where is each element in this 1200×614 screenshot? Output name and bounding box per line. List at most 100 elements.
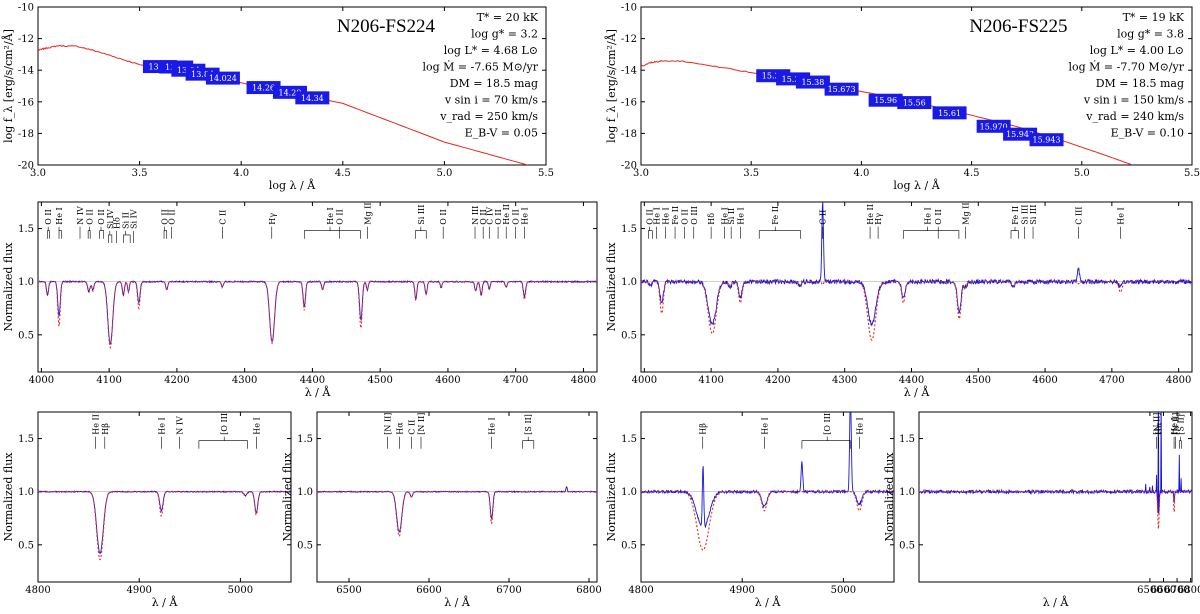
plot-area: [N II] (neb)Hα He I[N II] (neb)[S II] (ne… [919, 390, 1192, 529]
x-tick-label: 4500 [966, 375, 991, 386]
model-spectrum [641, 281, 1192, 341]
line-id-label: Si IV [106, 209, 115, 229]
stellar-parameter: log g* = 3.2 [471, 28, 538, 41]
photometry-label: 14.34 [301, 94, 324, 103]
x-axis-label: log λ / Å [893, 178, 940, 192]
y-axis-label: log f_λ [erg/s/cm²/Å] [1, 29, 15, 143]
stellar-parameter: DM = 18.5 mag [1096, 77, 1184, 90]
x-tick-label: 4.5 [964, 168, 980, 179]
photometry-box [295, 91, 330, 105]
photometry-label: 15.32 [762, 72, 785, 81]
line-id-label: He I [487, 417, 496, 434]
x-axis-label: λ / Å [1043, 595, 1070, 609]
y-tick-label: 1.5 [621, 434, 637, 445]
stellar-parameter: log g* = 3.8 [1117, 28, 1184, 41]
photometry-box [976, 119, 1011, 133]
line-id-label: N IV [176, 416, 185, 435]
photometry-label: 15.56 [903, 99, 926, 108]
y-tick-label: -10 [621, 3, 637, 14]
line-id-label: Hβ [699, 423, 708, 435]
line-id-bracket [163, 230, 168, 239]
x-tick-label: 4900 [126, 585, 151, 596]
x-tick-label: 4800 [1166, 375, 1191, 386]
line-id-label: O II [512, 209, 521, 224]
photometry-label: 14.26 [252, 84, 275, 93]
line-id-bracket [1010, 230, 1019, 239]
photometry-box [1003, 127, 1038, 141]
y-axis-label: Normalized flux [605, 452, 618, 542]
y-tick-label: 0.5 [18, 540, 34, 551]
y-tick-label: 1.0 [899, 487, 915, 498]
observed-spectrum [641, 202, 1192, 327]
stellar-parameter: T* = 20 kK [477, 11, 539, 24]
photometry-label: 15.38 [801, 78, 824, 87]
line-id-label: C IV [485, 207, 494, 225]
x-tick-label: 4400 [300, 375, 325, 386]
x-tick-label: 4400 [899, 375, 924, 386]
line-id-bracket [801, 440, 851, 449]
line-id-bracket [758, 230, 801, 239]
plot-frame [37, 6, 547, 166]
y-tick-label: -12 [621, 34, 637, 45]
line-id-label: O II [97, 209, 106, 224]
stellar-parameter: DM = 18.5 mag [450, 77, 538, 90]
panel-sed-right: 3.0 3.5 4.0 4.5 5.0 5.5 -20 -18 -16 -14 -12 -10 log … [604, 3, 1200, 193]
photometry-box [897, 96, 932, 110]
line-id-label: Si III [1020, 205, 1029, 225]
y-tick-label: 1.0 [18, 277, 34, 288]
photometry-box [932, 106, 967, 120]
x-tick-label: 6700 [1164, 585, 1189, 596]
x-axis-label: λ / Å [152, 595, 179, 609]
photometry-label: 15.38 [782, 75, 805, 84]
x-axis-label: log λ / Å [269, 178, 316, 192]
x-tick-label: 6800 [576, 585, 601, 596]
line-id-label: O II [439, 209, 448, 224]
star-name-title: N206-FS224 [337, 16, 436, 37]
x-tick-label: 4600 [435, 375, 460, 386]
stellar-parameter: v_rad = 250 km/s [439, 110, 538, 123]
model-spectrum [38, 281, 597, 350]
line-id-label: He I [652, 207, 661, 224]
observed-spectrum [38, 279, 597, 345]
x-tick-label: 4300 [832, 375, 857, 386]
line-id-bracket [58, 230, 63, 239]
x-tick-label: 4700 [1099, 375, 1124, 386]
y-tick-label: 0.5 [899, 540, 915, 551]
plot-frame [640, 201, 1193, 373]
y-tick-label: 1.5 [899, 434, 915, 445]
x-tick-label: 4100 [96, 375, 121, 386]
line-id-label: C II [819, 210, 828, 225]
line-id-label: [S II] (neb) [1176, 390, 1185, 434]
line-id-bracket [47, 230, 50, 239]
y-tick-label: 1.0 [18, 487, 34, 498]
photometry-label: 14.29 [279, 88, 302, 97]
model-spectrum [919, 491, 1192, 529]
observed-spectrum [317, 485, 597, 533]
plot-frame [918, 411, 1193, 583]
stellar-parameter: E_B-V = 0.05 [465, 127, 538, 140]
x-tick-label: 6600 [1151, 585, 1176, 596]
photometry-box [205, 71, 240, 85]
y-axis-label: Normalized flux [281, 452, 294, 542]
x-tick-label: 5.5 [1184, 168, 1200, 179]
y-axis-label: Normalized flux [2, 452, 15, 542]
y-axis-label: log f_λ [erg/s/cm²/Å] [604, 29, 618, 143]
y-tick-label: -14 [18, 66, 34, 77]
y-tick-label: -18 [621, 129, 637, 140]
plot-frame [37, 411, 292, 583]
plot-frame [37, 201, 598, 373]
y-tick-label: 1.0 [297, 487, 313, 498]
x-tick-label: 4000 [29, 375, 54, 386]
y-tick-label: -16 [18, 97, 34, 108]
line-id-label: N III [471, 206, 480, 225]
line-id-label: O II [934, 209, 943, 224]
y-tick-label: 0.5 [621, 540, 637, 551]
plot-area: [N II] (neb) Hα C II [N II] (neb) He I [S II]… [317, 412, 597, 538]
y-tick-label: -20 [621, 161, 637, 172]
line-id-bracket [99, 230, 105, 239]
y-tick-label: 1.0 [621, 277, 637, 288]
y-axis-label: Normalized flux [883, 452, 896, 542]
